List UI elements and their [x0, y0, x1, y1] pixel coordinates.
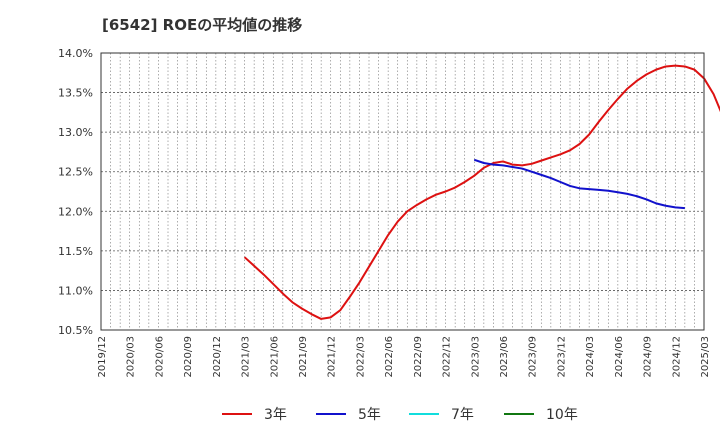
y-axis: 14.0% 13.5% 13.0% 12.5% 12.0% 11.5% 11.0% 10.5%	[58, 47, 93, 337]
x-tick-label: 2024/06	[614, 336, 625, 378]
grid-lines	[101, 53, 704, 330]
x-tick-label: 2020/06	[154, 336, 165, 378]
x-tick-label: 2021/09	[298, 336, 309, 378]
x-tick-label: 2022/03	[355, 336, 366, 378]
x-tick-label: 2024/12	[671, 336, 682, 378]
y-tick-label: 13.0%	[58, 126, 93, 139]
legend-label-7年: 7年	[451, 407, 474, 423]
x-tick-label: 2023/03	[470, 336, 481, 378]
x-tick-label: 2020/03	[126, 336, 137, 378]
x-tick-label: 2020/09	[183, 336, 194, 378]
y-tick-label: 11.5%	[58, 245, 93, 258]
y-tick-label: 11.0%	[58, 284, 93, 297]
x-tick-label: 2023/12	[556, 336, 567, 378]
legend: 3年 5年 7年 10年	[222, 407, 578, 423]
x-tick-label: 2021/06	[269, 336, 280, 378]
y-tick-label: 12.0%	[58, 205, 93, 218]
series-line-3年	[243, 64, 720, 320]
legend-label-10年: 10年	[546, 407, 578, 423]
legend-label-5年: 5年	[358, 407, 381, 423]
series-lines	[243, 64, 720, 320]
x-tick-label: 2024/03	[585, 336, 596, 378]
x-tick-label: 2022/06	[384, 336, 395, 378]
x-axis: 2019/12 2020/03 2020/06 2020/09 2020/12 2021/…	[97, 336, 711, 378]
x-tick-label: 2024/09	[643, 336, 654, 378]
x-tick-label: 2023/06	[499, 336, 510, 378]
y-tick-label: 14.0%	[58, 47, 93, 60]
legend-label-3年: 3年	[264, 407, 287, 423]
x-tick-label: 2021/03	[241, 336, 252, 378]
x-tick-label: 2019/12	[97, 336, 108, 378]
x-tick-label: 2022/09	[413, 336, 424, 378]
x-tick-label: 2025/03	[700, 336, 711, 378]
y-tick-label: 10.5%	[58, 324, 93, 337]
plot-area	[101, 53, 704, 330]
x-tick-label: 2021/12	[327, 336, 338, 378]
plot-border	[100, 52, 705, 331]
y-tick-label: 13.5%	[58, 87, 93, 100]
x-tick-label: 2023/09	[528, 336, 539, 378]
x-tick-label: 2020/12	[212, 336, 223, 378]
series-line-5年	[473, 158, 685, 210]
y-tick-label: 12.5%	[58, 166, 93, 179]
chart-title: [6542] ROEの平均値の推移	[102, 16, 303, 34]
x-tick-label: 2022/12	[442, 336, 453, 378]
